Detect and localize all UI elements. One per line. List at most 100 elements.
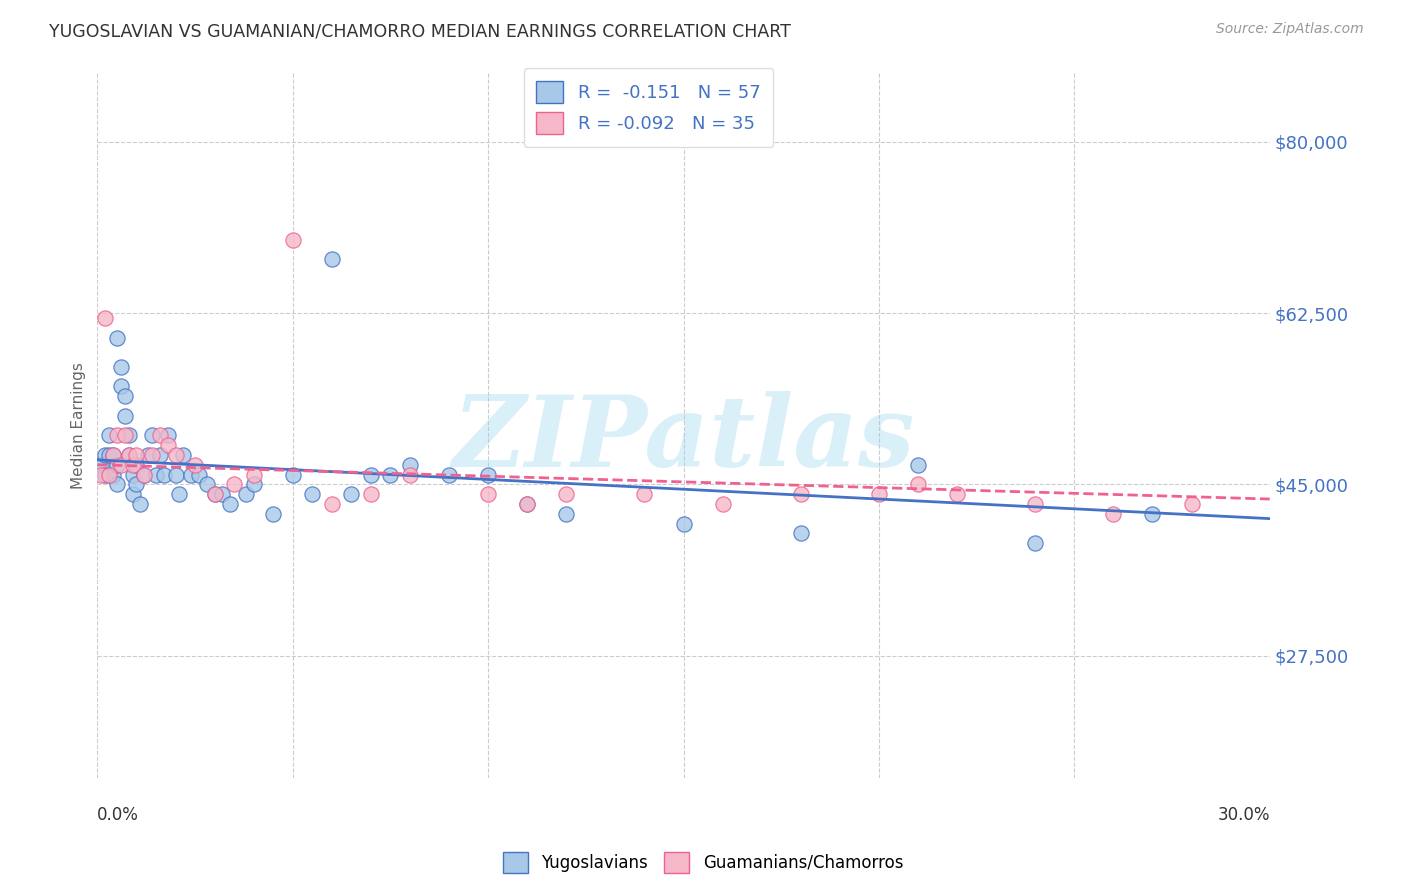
Text: ZIPatlas: ZIPatlas (453, 392, 915, 488)
Point (204, 487, 226, 501)
Point (477, 487, 499, 501)
Point (907, 477, 929, 491)
Point (110, 458, 132, 472)
Y-axis label: Median Earnings: Median Earnings (72, 362, 86, 489)
Point (555, 487, 578, 501)
Point (321, 497, 343, 511)
Point (711, 497, 734, 511)
Point (1142, 507, 1164, 521)
Point (321, 252, 343, 267)
Point (114, 409, 136, 423)
Legend: R =  -0.151   N = 57, R = -0.092   N = 35: R = -0.151 N = 57, R = -0.092 N = 35 (523, 68, 773, 146)
Point (114, 389, 136, 403)
Point (242, 477, 264, 491)
Point (90, 467, 112, 482)
Point (165, 448, 187, 462)
Point (134, 467, 156, 482)
Point (141, 428, 163, 442)
Point (117, 428, 139, 442)
Point (360, 487, 382, 501)
Point (868, 487, 890, 501)
Point (219, 497, 242, 511)
Point (98, 467, 121, 482)
Point (165, 467, 187, 482)
Point (121, 487, 143, 501)
Point (169, 487, 191, 501)
Point (188, 467, 211, 482)
Point (516, 497, 538, 511)
Point (1102, 507, 1125, 521)
Point (633, 487, 655, 501)
Point (156, 438, 179, 452)
Point (90, 458, 112, 472)
Point (145, 467, 167, 482)
Point (281, 233, 304, 247)
Point (105, 477, 128, 491)
Point (121, 458, 143, 472)
Point (399, 467, 422, 482)
Point (101, 448, 124, 462)
Point (117, 448, 139, 462)
Point (125, 458, 148, 472)
Point (555, 507, 578, 521)
Point (301, 487, 323, 501)
Point (105, 330, 128, 344)
Point (149, 428, 172, 442)
Point (184, 458, 207, 472)
Point (224, 477, 246, 491)
Point (516, 497, 538, 511)
Point (94, 310, 117, 325)
Point (211, 487, 233, 501)
Point (380, 467, 402, 482)
Point (110, 359, 132, 374)
Point (1024, 497, 1046, 511)
Point (242, 467, 264, 482)
Point (94, 467, 117, 482)
Point (141, 448, 163, 462)
Point (204, 487, 226, 501)
Point (105, 458, 128, 472)
Point (360, 467, 382, 482)
Point (180, 467, 202, 482)
Point (136, 448, 159, 462)
Point (1024, 536, 1046, 550)
Point (477, 467, 499, 482)
Point (129, 497, 152, 511)
Point (790, 487, 813, 501)
Point (340, 487, 363, 501)
Point (790, 526, 813, 541)
Point (262, 507, 284, 521)
Point (399, 458, 422, 472)
Point (98, 467, 121, 482)
Point (114, 428, 136, 442)
Legend: Yugoslavians, Guamanians/Chamorros: Yugoslavians, Guamanians/Chamorros (496, 846, 910, 880)
Point (125, 477, 148, 491)
Point (98, 428, 121, 442)
Text: Source: ZipAtlas.com: Source: ZipAtlas.com (1216, 22, 1364, 37)
Point (946, 487, 969, 501)
Point (235, 487, 257, 501)
Point (172, 448, 194, 462)
Point (101, 448, 124, 462)
Point (156, 428, 179, 442)
Point (907, 458, 929, 472)
Point (121, 467, 143, 482)
Point (195, 477, 218, 491)
Point (94, 448, 117, 462)
Point (105, 428, 128, 442)
Point (117, 448, 139, 462)
Point (437, 467, 460, 482)
Point (101, 467, 124, 482)
Text: 30.0%: 30.0% (1218, 806, 1270, 824)
Point (134, 467, 156, 482)
Text: YUGOSLAVIAN VS GUAMANIAN/CHAMORRO MEDIAN EARNINGS CORRELATION CHART: YUGOSLAVIAN VS GUAMANIAN/CHAMORRO MEDIAN… (49, 22, 792, 40)
Point (110, 379, 132, 393)
Point (125, 448, 148, 462)
Point (152, 467, 174, 482)
Point (281, 467, 304, 482)
Text: 0.0%: 0.0% (97, 806, 139, 824)
Point (1180, 497, 1202, 511)
Point (672, 516, 695, 531)
Point (149, 448, 172, 462)
Point (98, 448, 121, 462)
